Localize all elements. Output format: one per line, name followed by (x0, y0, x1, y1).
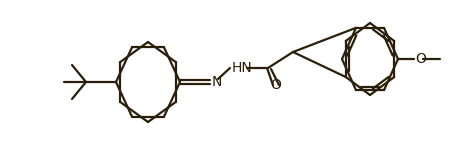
Text: O: O (271, 78, 281, 92)
Text: O: O (415, 52, 426, 66)
Text: N: N (212, 75, 222, 89)
Text: HN: HN (232, 61, 253, 75)
